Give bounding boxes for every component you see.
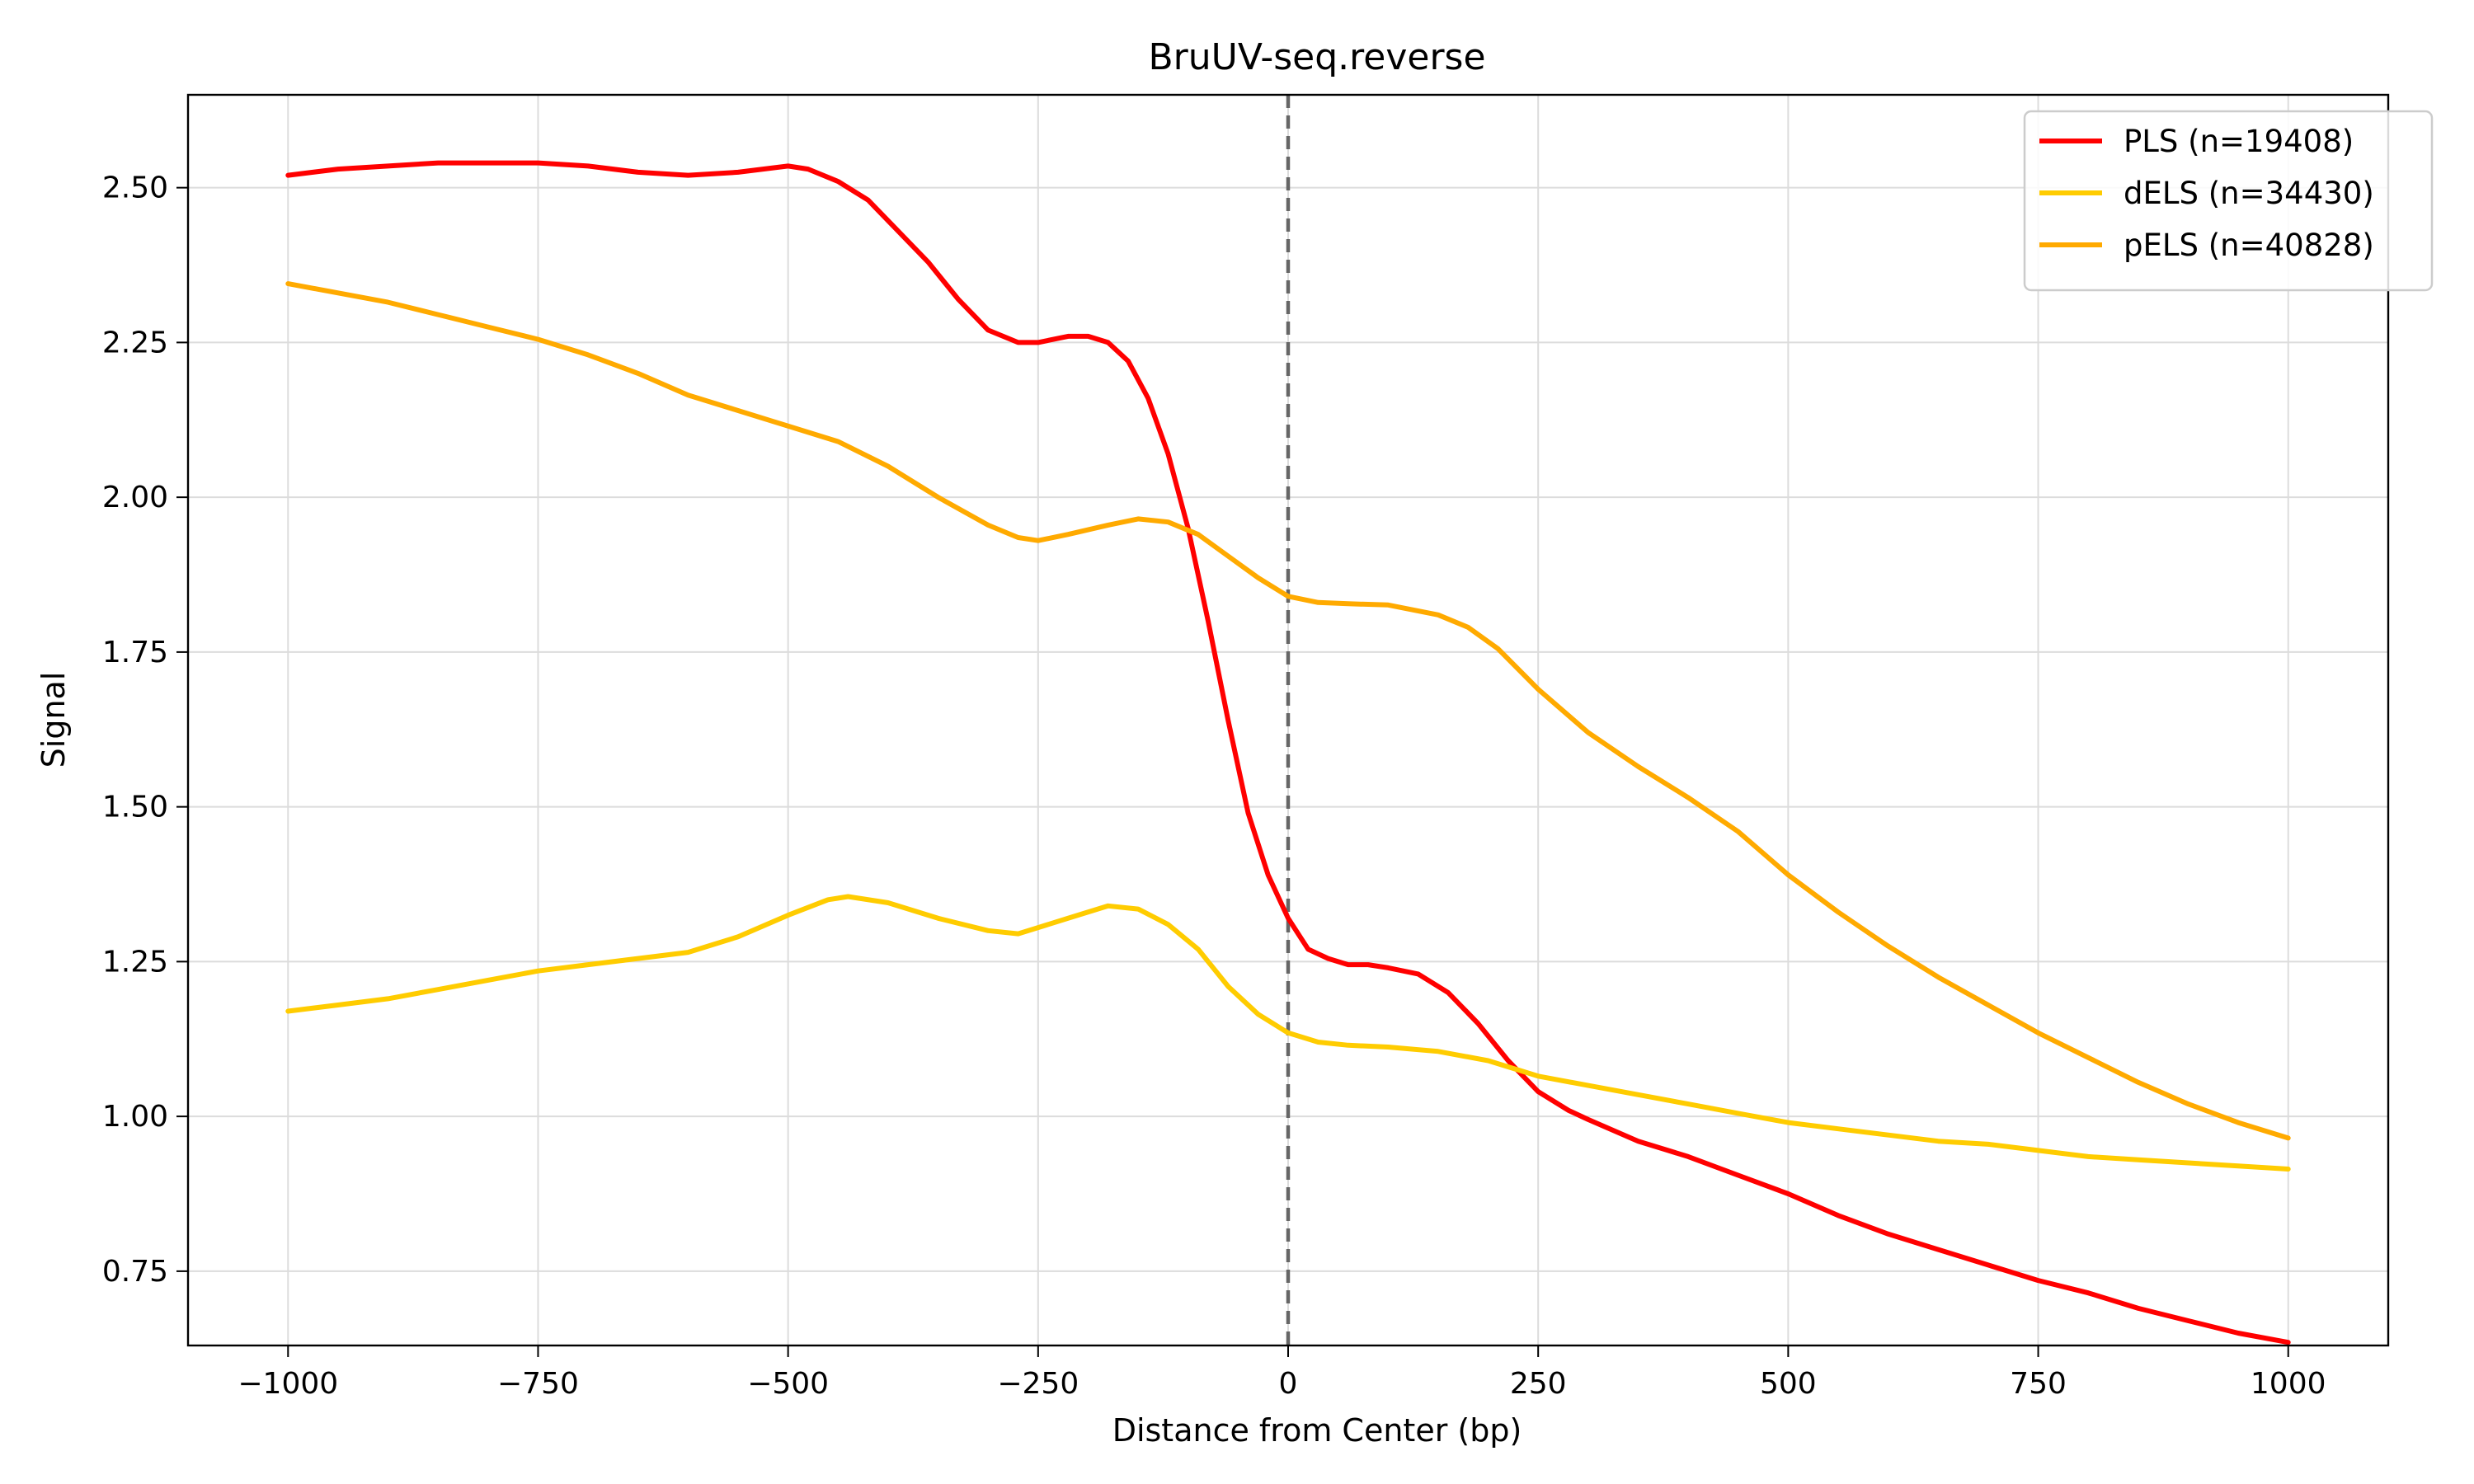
y-tick-label: 1.25: [102, 945, 168, 979]
x-tick-label: −500: [747, 1367, 829, 1401]
x-tick-label: −750: [497, 1367, 579, 1401]
legend: PLS (n=19408) dELS (n=34430) pELS (n=40828…: [2023, 110, 2434, 292]
series-line: [285, 160, 2291, 1345]
legend-label: dELS (n=34430): [2124, 176, 2374, 211]
y-tick-label: 2.50: [102, 171, 168, 205]
y-tick-label: 2.00: [102, 481, 168, 514]
series-line: [285, 894, 2291, 1172]
y-axis-label: Signal: [35, 672, 72, 768]
x-tick-label: 1000: [2251, 1367, 2326, 1401]
legend-label: PLS (n=19408): [2124, 124, 2354, 159]
x-tick-label: −1000: [238, 1367, 338, 1401]
legend-label: pELS (n=40828): [2124, 228, 2374, 263]
legend-frame: [2023, 110, 2434, 292]
y-axis: 0.75 1.00 1.25 1.50 1.75 2.00 2.25 2.50: [102, 171, 188, 1289]
x-tick-label: 750: [2010, 1367, 2067, 1401]
x-axis-label: Distance from Center (bp): [1112, 1412, 1522, 1449]
x-axis: −1000 −750 −500 −250 0 250 500 750 1000: [238, 1345, 2326, 1401]
chart-title: BruUV-seq.reverse: [1148, 36, 1485, 78]
y-tick-label: 1.50: [102, 791, 168, 824]
series-line: [285, 281, 2291, 1141]
x-tick-label: 250: [1510, 1367, 1567, 1401]
y-tick-label: 0.75: [102, 1255, 168, 1289]
series-lines: [285, 160, 2291, 1345]
y-tick-label: 2.25: [102, 326, 168, 359]
x-tick-label: 500: [1760, 1367, 1817, 1401]
x-tick-label: 0: [1279, 1367, 1298, 1401]
y-tick-label: 1.00: [102, 1100, 168, 1134]
y-tick-label: 1.75: [102, 636, 168, 669]
x-tick-label: −250: [997, 1367, 1079, 1401]
